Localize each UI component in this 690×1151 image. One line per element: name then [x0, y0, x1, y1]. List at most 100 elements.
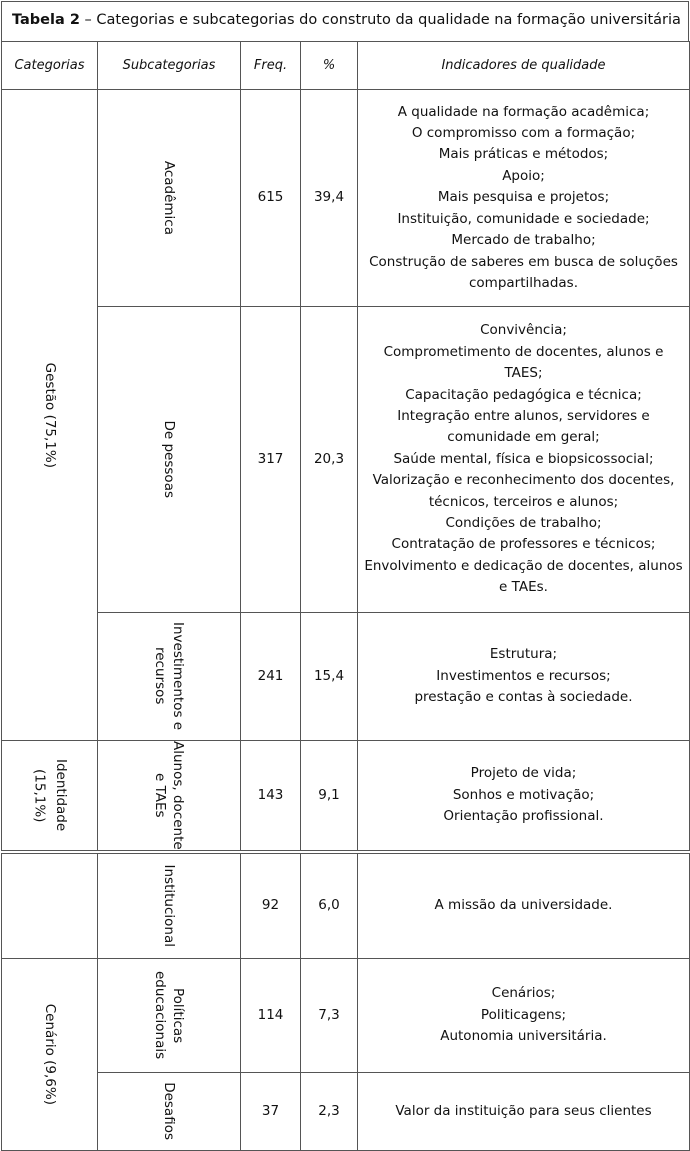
freq-cell-text: 317: [257, 450, 284, 467]
table-number: Tabela 2: [12, 12, 80, 28]
indicator-item: Investimentos e recursos;: [436, 667, 611, 684]
freq-cell-text: 615: [257, 189, 284, 206]
freq-cell-text: 241: [257, 667, 284, 684]
indicator-item: Mais práticas e métodos;: [438, 146, 609, 163]
indicator-item: Projeto de vida;: [470, 765, 577, 782]
category-gestao-text: Gestão (75,1%): [42, 362, 59, 468]
table-caption: Tabela 2 – Categorias e subcategorias do…: [1, 1, 689, 42]
freq-cell: 317: [240, 306, 301, 613]
indicator-list: Estrutura; Investimentos e recursos; prest…: [414, 644, 632, 708]
indicator-item: Valor da instituição para seus clientes: [395, 1102, 652, 1119]
pct-cell-text: 2,3: [318, 1102, 340, 1119]
indicator-item: prestação e contas à sociedade.: [414, 689, 633, 706]
pct-cell: 7,3: [300, 958, 358, 1073]
pct-cell: 15,4: [300, 612, 358, 741]
subcategory-cell-text: Desafios: [161, 1082, 177, 1141]
header-freq: Freq.: [240, 41, 301, 90]
subcategory-cell-text: Políticas educacionais: [152, 971, 186, 1060]
pct-cell-text: 7,3: [318, 1006, 340, 1023]
indicator-item: Sonhos e motivação;: [452, 786, 595, 803]
indicator-item: Convivência;: [480, 322, 567, 339]
header-indicadores: Indicadores de qualidade: [357, 41, 690, 90]
header-indicadores-text: Indicadores de qualidade: [441, 57, 606, 73]
subcategory-cell: Acadêmica: [97, 89, 241, 307]
pct-cell-text: 6,0: [318, 897, 340, 914]
indicator-list: Convivência; Comprometimento de docentes,…: [364, 320, 683, 598]
pct-cell-text: 15,4: [313, 667, 345, 684]
indicator-item: Instituição, comunidade e sociedade;: [397, 210, 650, 227]
freq-cell-text: 37: [261, 1102, 280, 1119]
freq-cell: 37: [240, 1072, 301, 1151]
indicator-item: Politicagens;: [480, 1006, 567, 1023]
freq-cell-text: 92: [261, 897, 280, 914]
header-freq-text: Freq.: [253, 57, 288, 73]
indicator-item: Saúde mental, física e biopsicossocial;: [393, 450, 654, 467]
indicator-item: Capacitação pedagógica e técnica;: [405, 386, 642, 403]
header-pct: %: [300, 41, 358, 90]
indicator-item: Condições de trabalho;: [445, 515, 602, 532]
indicator-item: Mercado de trabalho;: [451, 232, 596, 249]
indicator-item: A qualidade na formação acadêmica;: [397, 103, 650, 120]
pct-cell: 9,1: [300, 740, 358, 851]
freq-cell: 114: [240, 958, 301, 1073]
pct-cell: 2,3: [300, 1072, 358, 1151]
freq-cell: 92: [240, 853, 301, 959]
indicator-item: Apoio;: [502, 167, 545, 184]
category-cenario: Cenário (9,6%): [1, 958, 98, 1151]
indicator-item: Orientação profissional.: [443, 808, 604, 825]
indicator-item: Valorização e reconhecimento dos docente…: [372, 472, 675, 510]
freq-cell: 143: [240, 740, 301, 851]
indicator-item: A missão da universidade.: [434, 897, 613, 914]
header-subcategorias-text: Subcategorias: [122, 57, 216, 73]
subcategory-cell: Alunos, docente e TAEs: [97, 740, 241, 851]
subcategory-cell: Institucional: [97, 853, 241, 959]
header-categorias-text: Categorias: [14, 57, 85, 73]
pct-cell-text: 9,1: [318, 786, 340, 803]
indicator-item: Contratação de professores e técnicos;: [391, 536, 656, 553]
subcategory-cell: De pessoas: [97, 306, 241, 613]
indicator-list: A missão da universidade.: [435, 895, 613, 916]
category-gestao: Gestão (75,1%): [1, 89, 98, 741]
subcategory-cell: Políticas educacionais: [97, 958, 241, 1073]
indicator-list: Projeto de vida; Sonhos e motivação; Orien…: [443, 763, 603, 827]
indicators-cell: A qualidade na formação acadêmica; O comp…: [357, 89, 690, 307]
header-pct-text: %: [322, 57, 336, 73]
pct-cell: 20,3: [300, 306, 358, 613]
indicator-item: Integração entre alunos, servidores e co…: [397, 407, 650, 446]
indicator-list: A qualidade na formação acadêmica; O comp…: [364, 102, 683, 295]
subcategory-cell-text: Institucional: [161, 864, 177, 948]
indicator-item: Envolvimento e dedicação de docentes, al…: [364, 557, 683, 596]
indicator-list: Valor da instituição para seus clientes: [395, 1101, 651, 1122]
subcategory-cell-text: Investimentos e recursos: [152, 622, 186, 731]
subcategory-cell-text: Acadêmica: [161, 160, 177, 236]
category-cenario-text: Cenário (9,6%): [42, 1003, 59, 1106]
indicators-cell: A missão da universidade.: [357, 853, 690, 959]
indicators-cell: Projeto de vida; Sonhos e motivação; Orien…: [357, 740, 690, 851]
pct-cell-text: 20,3: [313, 450, 345, 467]
indicators-cell: Convivência; Comprometimento de docentes,…: [357, 306, 690, 613]
pct-cell: 39,4: [300, 89, 358, 307]
subcategory-cell-text: De pessoas: [161, 420, 177, 499]
header-categorias: Categorias: [1, 41, 98, 90]
indicator-list: Cenários; Politicagens; Autonomia universi…: [440, 983, 607, 1047]
subcategory-cell: Investimentos e recursos: [97, 612, 241, 741]
header-subcategorias: Subcategorias: [97, 41, 241, 90]
indicator-item: O compromisso com a formação;: [411, 125, 636, 142]
indicator-item: Estrutura;: [489, 646, 558, 663]
freq-cell-text: 114: [257, 1006, 284, 1023]
freq-cell-text: 143: [257, 786, 284, 803]
subcategory-cell-text: Alunos, docente e TAEs: [152, 741, 186, 850]
indicators-cell: Estrutura; Investimentos e recursos; prest…: [357, 612, 690, 741]
indicators-cell: Valor da instituição para seus clientes: [357, 1072, 690, 1151]
indicator-item: Comprometimento de docentes, alunos e TA…: [383, 343, 664, 382]
subcategory-cell: Desafios: [97, 1072, 241, 1151]
indicator-item: Mais pesquisa e projetos;: [437, 189, 610, 206]
pct-cell-text: 39,4: [313, 189, 345, 206]
indicator-item: Cenários;: [491, 985, 556, 1002]
category-identidade: Identidade (15,1%): [1, 740, 98, 851]
freq-cell: 615: [240, 89, 301, 307]
table-title: – Categorias e subcategorias do construt…: [79, 12, 681, 28]
freq-cell: 241: [240, 612, 301, 741]
category-empty: [1, 853, 98, 959]
indicators-cell: Cenários; Politicagens; Autonomia universi…: [357, 958, 690, 1073]
